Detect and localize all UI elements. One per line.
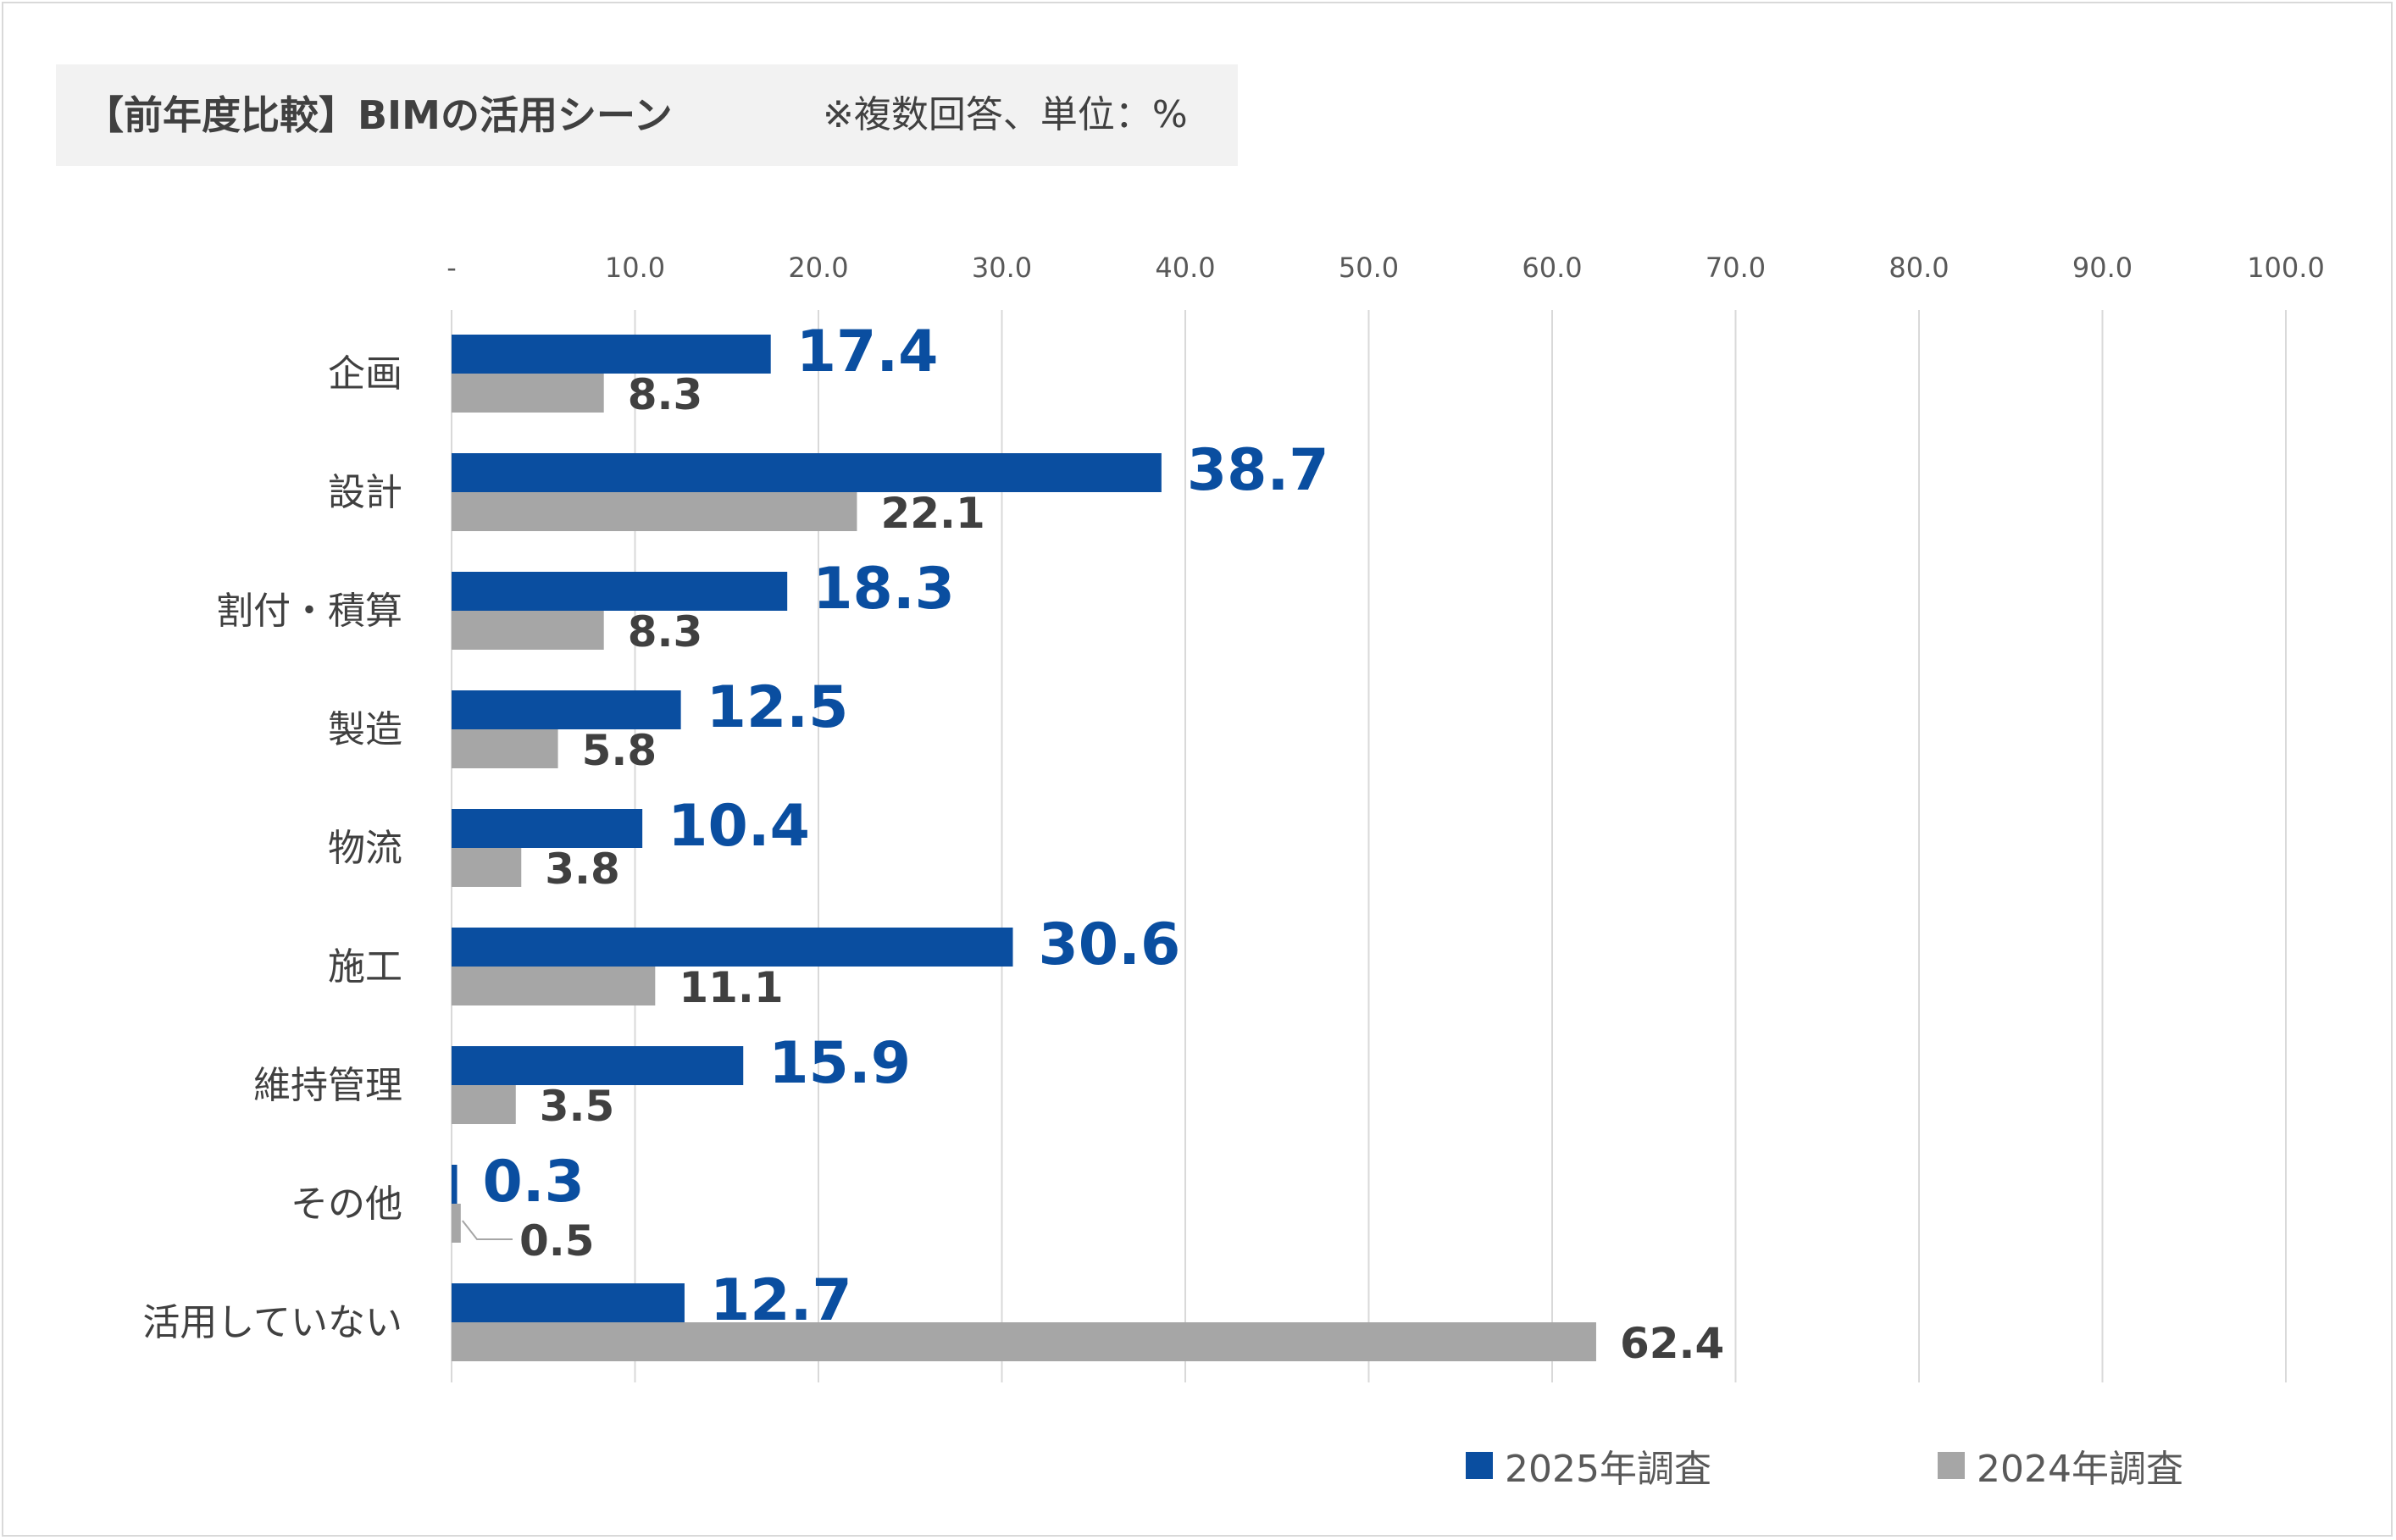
data-label-2024: 8.3 [628,370,703,419]
data-labels: 17.48.338.722.118.38.312.55.810.43.830.6… [462,319,1724,1368]
legend-item-2025: 2025年調査 [1466,1440,1711,1491]
data-label-2025: 12.5 [707,674,849,741]
category-label: 設計 [328,471,402,514]
data-label-2025: 15.9 [768,1030,911,1097]
bar-2025 [452,572,788,611]
legend-label-2025: 2025年調査 [1505,1448,1711,1491]
x-tick-label: 30.0 [972,252,1032,284]
data-label-2025: 17.4 [796,319,939,385]
bar-2025 [452,1283,685,1322]
bar-2024 [452,1204,461,1243]
data-label-2024: 22.1 [880,489,984,538]
bar-2024 [452,492,857,531]
chart-title: 【前年度比較】BIMの活用シーン [85,92,673,138]
bar-2025 [452,335,771,374]
x-tick-label: 60.0 [1522,252,1582,284]
x-tick-label: 100.0 [2247,252,2325,284]
category-label: 物流 [328,827,402,870]
bar-2025 [452,809,643,848]
data-label-2025: 10.4 [668,793,810,860]
x-tick-label: 10.0 [605,252,665,284]
bar-2024 [452,1085,516,1124]
data-label-2024: 11.1 [679,963,783,1012]
data-label-2024: 5.8 [582,726,657,775]
x-tick-label: 50.0 [1339,252,1399,284]
bar-2024 [452,1322,1596,1361]
category-label: 活用していない [142,1301,402,1344]
category-label: 企画 [328,352,402,396]
data-label-2025: 30.6 [1038,911,1180,978]
data-label-2025: 18.3 [813,556,955,623]
category-label: 製造 [328,708,402,751]
x-axis-ticks: - 10.0 20.0 30.0 40.0 50.0 60.0 70.0 80.0 90.0 100… [446,252,2325,284]
x-tick-label: 80.0 [1889,252,1949,284]
data-label-2025: 38.7 [1187,437,1329,504]
leader-line [462,1220,513,1240]
legend-swatch-2025 [1466,1452,1493,1479]
x-tick-label: 40.0 [1155,252,1215,284]
data-label-2024: 62.4 [1620,1319,1724,1368]
title-box: 【前年度比較】BIMの活用シーン ※複数回答、単位：% [56,64,1238,166]
x-tick-label: - [446,252,457,284]
legend-item-2024: 2024年調査 [1938,1440,2183,1491]
category-label: 施工 [328,945,402,989]
category-label: その他 [291,1183,402,1226]
bar-2025 [452,453,1162,492]
bar-2024 [452,611,604,650]
data-label-2024: 3.8 [545,845,620,894]
bar-2025 [452,928,1013,967]
category-label: 維持管理 [253,1064,402,1107]
data-label-2024: 3.5 [540,1082,615,1131]
bar-2024 [452,848,522,887]
bar-2024 [452,729,558,768]
data-label-2024: 8.3 [628,607,703,656]
legend-label-2024: 2024年調査 [1977,1448,2183,1491]
x-tick-label: 20.0 [788,252,848,284]
bar-2024 [452,967,656,1005]
bar-2025 [452,1046,744,1085]
bar-2024 [452,374,604,413]
chart-note: ※複数回答、単位：% [823,93,1188,136]
bars [452,335,1596,1361]
legend-swatch-2024 [1938,1452,1965,1479]
data-label-2025: 12.7 [710,1267,852,1334]
bar-2025 [452,1165,458,1204]
data-label-2025: 0.3 [482,1149,584,1216]
bar-2025 [452,690,681,729]
category-label: 割付・積算 [216,590,402,633]
data-label-2024: 0.5 [519,1216,595,1266]
x-tick-label: 70.0 [1705,252,1766,284]
x-tick-label: 90.0 [2072,252,2133,284]
